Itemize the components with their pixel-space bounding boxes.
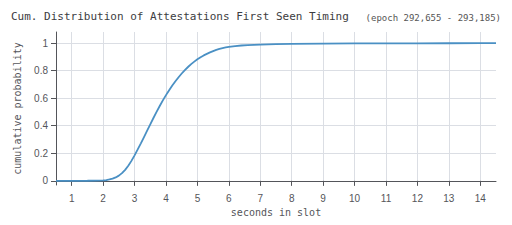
svg-text:cumulative probability: cumulative probability — [12, 42, 23, 174]
svg-text:3: 3 — [132, 193, 138, 204]
svg-text:14: 14 — [475, 193, 487, 204]
svg-text:9: 9 — [320, 193, 326, 204]
svg-text:11: 11 — [381, 193, 392, 204]
svg-text:8: 8 — [289, 193, 295, 204]
svg-text:6: 6 — [226, 193, 232, 204]
svg-text:0.6: 0.6 — [34, 93, 48, 104]
svg-text:0.2: 0.2 — [34, 148, 48, 159]
svg-text:1: 1 — [42, 38, 48, 49]
svg-text:0.4: 0.4 — [34, 120, 48, 131]
svg-text:4: 4 — [163, 193, 169, 204]
svg-text:13: 13 — [443, 193, 455, 204]
svg-text:7: 7 — [258, 193, 264, 204]
svg-text:seconds in slot: seconds in slot — [231, 207, 321, 218]
svg-text:10: 10 — [349, 193, 361, 204]
svg-text:1: 1 — [69, 193, 75, 204]
svg-text:Cum. Distribution of Attestati: Cum. Distribution of Attestations First … — [11, 10, 349, 23]
svg-text:12: 12 — [412, 193, 424, 204]
svg-text:0.8: 0.8 — [34, 65, 48, 76]
svg-text:2: 2 — [100, 193, 106, 204]
svg-text:5: 5 — [195, 193, 201, 204]
svg-text:0: 0 — [42, 175, 48, 186]
svg-text:(epoch 292,655 - 293,185): (epoch 292,655 - 293,185) — [366, 13, 501, 23]
